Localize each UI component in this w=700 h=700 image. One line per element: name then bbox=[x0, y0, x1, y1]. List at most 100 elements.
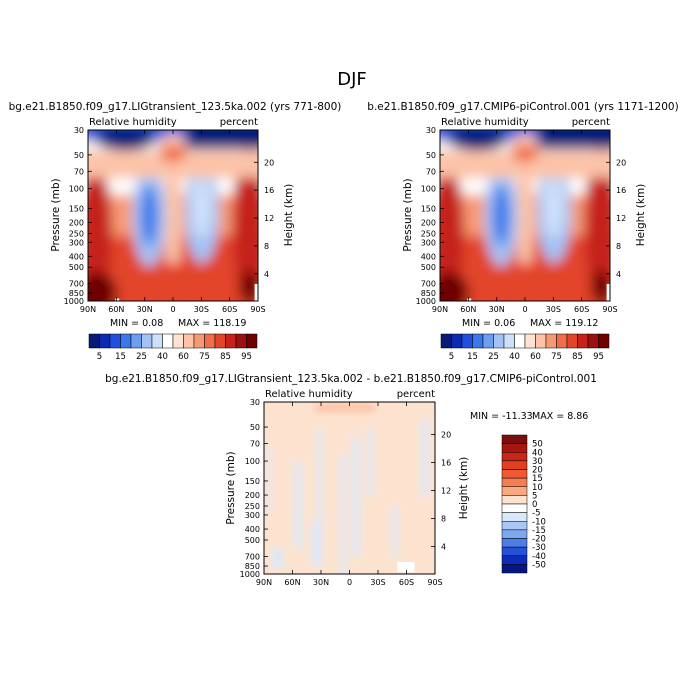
panel-3-title: bg.e21.B1850.f09_g17.LIGtransient_123.5k… bbox=[105, 373, 597, 385]
rh-itcz-column bbox=[516, 143, 534, 288]
colorbar-cell bbox=[214, 333, 226, 349]
colorbar-cell bbox=[503, 333, 515, 349]
y-tick-label: 150 bbox=[245, 477, 260, 486]
y2-tick-label: 8 bbox=[616, 242, 621, 251]
colorbar-label: 40 bbox=[509, 352, 520, 362]
rh-field bbox=[88, 130, 258, 301]
rh-north-strat-dry bbox=[94, 130, 156, 151]
diff-positive-region bbox=[315, 405, 376, 411]
y-tick-label: 70 bbox=[250, 440, 260, 449]
panel-2-left-label: Relative humidity bbox=[441, 117, 529, 128]
y-tick-label: 200 bbox=[421, 219, 436, 228]
colorbar-label: 40 bbox=[532, 448, 543, 458]
x-tick-label: 90S bbox=[602, 305, 617, 314]
colorbar-cell bbox=[88, 333, 100, 349]
colorbar-label: 5 bbox=[97, 352, 102, 362]
panel-2-axes: 90N 60N 30N 0 30S 60S 90S100085070050040030025… bbox=[416, 126, 627, 314]
colorbar-cell bbox=[514, 333, 526, 349]
colorbar-cell bbox=[501, 546, 528, 556]
y2-tick-label: 12 bbox=[616, 214, 626, 223]
rh-south-subtropical-dry-core bbox=[191, 176, 213, 238]
y-tick-label: 70 bbox=[74, 167, 84, 176]
panel-1-field bbox=[88, 130, 258, 301]
y-tick-label: 50 bbox=[250, 423, 260, 432]
y-tick-label: 850 bbox=[69, 289, 84, 298]
colorbar-cell bbox=[501, 529, 528, 539]
panel-2-y2label: Height (km) bbox=[635, 184, 647, 247]
y-tick-label: 30 bbox=[250, 398, 260, 407]
x-tick-label: 60S bbox=[399, 578, 414, 587]
rh-north-subtropical-dry-core bbox=[140, 184, 158, 247]
colorbar-label: -5 bbox=[532, 509, 540, 519]
colorbar-cell bbox=[501, 486, 528, 496]
colorbar-cell bbox=[501, 555, 528, 565]
rh-north-strat-dry bbox=[446, 130, 508, 151]
panel-1-right-label: percent bbox=[220, 117, 258, 128]
rh-north-subtropical-dry-core bbox=[492, 184, 510, 247]
colorbar-cell bbox=[501, 452, 528, 462]
x-tick-label: 0 bbox=[347, 578, 352, 587]
colorbar-cell bbox=[193, 333, 205, 349]
panel-3-ylabel: Pressure (mb) bbox=[225, 451, 237, 524]
y2-tick-label: 20 bbox=[616, 158, 626, 167]
y-tick-label: 400 bbox=[69, 252, 84, 261]
colorbar-label: 60 bbox=[530, 352, 541, 362]
colorbar-cell bbox=[501, 512, 528, 522]
colorbar-label: 10 bbox=[532, 483, 543, 493]
y-tick-label: 200 bbox=[245, 491, 260, 500]
diff-negative-region bbox=[311, 522, 323, 566]
y-tick-label: 100 bbox=[69, 185, 84, 194]
diff-field bbox=[264, 402, 435, 574]
figure-title: DJF bbox=[337, 69, 367, 90]
y-tick-label: 850 bbox=[421, 289, 436, 298]
y2-tick-label: 12 bbox=[441, 487, 451, 496]
rh-itcz-column bbox=[164, 143, 182, 288]
colorbar-label: -10 bbox=[532, 517, 546, 527]
colorbar-cell bbox=[501, 477, 528, 487]
colorbar-cell bbox=[587, 333, 599, 349]
diff-negative-region bbox=[392, 505, 398, 557]
panel-3: bg.e21.B1850.f09_g17.LIGtransient_123.5k… bbox=[105, 373, 597, 587]
colorbar-cell bbox=[99, 333, 111, 349]
colorbar-cell bbox=[183, 333, 195, 349]
colorbar-cell bbox=[577, 333, 589, 349]
panel-3-field bbox=[264, 402, 435, 574]
colorbar-cell bbox=[451, 333, 463, 349]
diff-negative-region bbox=[368, 427, 374, 497]
panel-2-min: MIN = 0.06 bbox=[462, 318, 515, 329]
diff-negative-region bbox=[294, 462, 302, 549]
colorbar-label: 40 bbox=[157, 352, 168, 362]
colorbar-panel-2: 5 15 25 40 60 75 85 95 bbox=[440, 333, 610, 362]
colorbar-label: 50 bbox=[532, 440, 543, 450]
colorbar-label: 75 bbox=[199, 352, 210, 362]
x-tick-label: 90S bbox=[427, 578, 442, 587]
rh-south-surface-max bbox=[591, 270, 610, 301]
colorbar-label: 30 bbox=[532, 457, 543, 467]
x-tick-label: 60N bbox=[460, 305, 476, 314]
colorbar-label: 15 bbox=[532, 474, 543, 484]
colorbar-cell bbox=[501, 503, 528, 513]
y2-tick-label: 12 bbox=[264, 214, 274, 223]
y2-tick-label: 16 bbox=[441, 459, 451, 468]
y2-tick-label: 4 bbox=[264, 270, 269, 279]
rh-itcz-surface bbox=[152, 263, 194, 301]
panel-3-min: MIN = -11.33 bbox=[470, 411, 533, 422]
y-tick-label: 300 bbox=[245, 511, 260, 520]
panel-3-right-label: percent bbox=[397, 389, 435, 400]
y-tick-label: 250 bbox=[69, 229, 84, 238]
colorbar-cell bbox=[535, 333, 547, 349]
colorbar-cell bbox=[493, 333, 505, 349]
colorbar-cell bbox=[524, 333, 536, 349]
x-tick-label: 60N bbox=[284, 578, 300, 587]
y-tick-label: 1000 bbox=[416, 297, 436, 306]
y-tick-label: 250 bbox=[245, 502, 260, 511]
y-tick-label: 400 bbox=[421, 252, 436, 261]
panel-3-max: MAX = 8.86 bbox=[532, 411, 588, 422]
rh-tropical-strat bbox=[162, 133, 184, 148]
colorbar-cell bbox=[130, 333, 142, 349]
colorbar-label: 5 bbox=[532, 491, 537, 501]
y-tick-label: 150 bbox=[421, 204, 436, 213]
rh-north-polar-moist bbox=[88, 160, 112, 301]
rh-south-polar-moist bbox=[584, 147, 610, 301]
panel-3-axes: 90N 60N 30N 0 30S 60S 90S100085070050040030025… bbox=[240, 398, 452, 587]
